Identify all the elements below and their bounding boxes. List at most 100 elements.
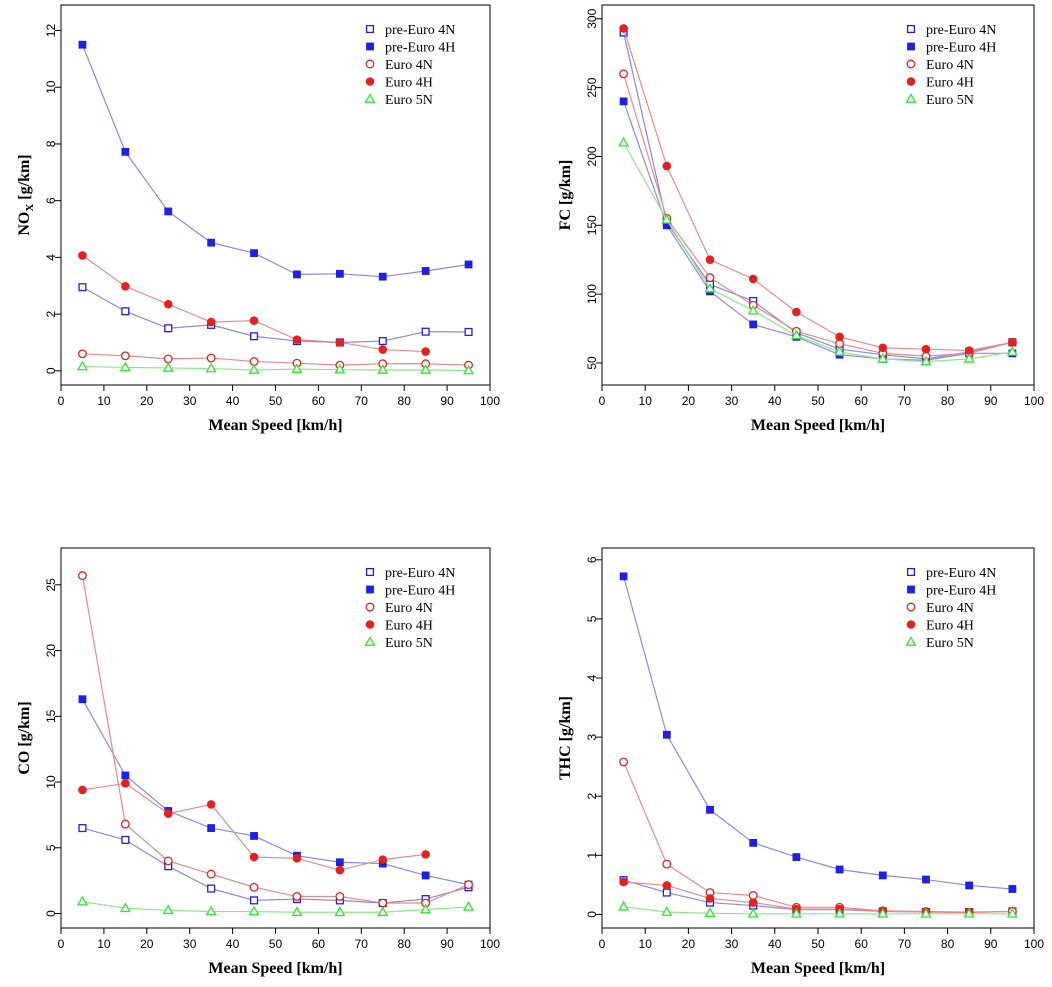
x-tick-label: 70 xyxy=(898,937,912,951)
series-line xyxy=(623,142,1013,363)
y-tick-label: 2 xyxy=(44,310,58,317)
legend-marker xyxy=(365,620,375,629)
data-point xyxy=(463,364,475,375)
data-point xyxy=(463,901,475,911)
data-point xyxy=(378,272,387,281)
data-point xyxy=(291,906,303,917)
legend: pre-Euro 4N pre-Euro 4H Euro 4N Euro 4H Euro… xyxy=(905,23,996,108)
y-tick-label: 150 xyxy=(585,215,599,235)
data-point xyxy=(662,161,672,171)
legend-marker xyxy=(907,585,915,594)
legend-label: pre-Euro 4N xyxy=(385,566,455,581)
x-tick-label: 10 xyxy=(639,937,653,951)
y-tick-label: 12 xyxy=(44,24,58,38)
legend-label: Euro 4H xyxy=(926,76,974,91)
data-point xyxy=(749,838,758,847)
data-point xyxy=(164,207,173,216)
data-point xyxy=(619,24,628,33)
data-point xyxy=(248,364,260,374)
data-point xyxy=(706,805,714,814)
series-line xyxy=(623,28,1013,352)
data-point xyxy=(205,362,217,373)
series-euro-4h xyxy=(78,779,430,875)
series-line xyxy=(81,44,469,278)
data-point xyxy=(206,317,216,327)
legend-label: pre-Euro 4N xyxy=(385,23,455,38)
data-point xyxy=(619,572,628,581)
data-point xyxy=(420,903,432,914)
chart-panel-3: 0 10 20 30 40 50 60 70 80 90 100 0 5 10 15 20 25 Mean Spe… xyxy=(16,547,500,977)
legend-marker xyxy=(365,59,375,69)
x-tick-label: 100 xyxy=(480,394,500,408)
legend-label: Euro 4H xyxy=(385,76,433,91)
data-point xyxy=(662,881,672,890)
x-tick-label: 60 xyxy=(312,394,326,408)
series-pre-euro-4h xyxy=(619,572,1017,893)
y-tick-label: 0 xyxy=(44,367,58,374)
x-tick-label: 80 xyxy=(398,937,412,951)
data-point xyxy=(747,907,759,918)
legend-label: Euro 4H xyxy=(385,619,433,634)
data-point xyxy=(421,850,430,859)
data-point xyxy=(464,260,473,269)
series-line xyxy=(82,827,469,904)
legend-marker xyxy=(365,567,375,577)
legend-label: Euro 5N xyxy=(385,93,433,108)
data-point xyxy=(293,270,301,279)
data-point xyxy=(78,283,87,292)
x-tick-label: 30 xyxy=(183,937,197,951)
data-point xyxy=(790,907,802,918)
y-tick-label: 5 xyxy=(44,844,58,851)
data-point xyxy=(334,363,346,374)
x-tick-label: 50 xyxy=(269,394,283,408)
x-tick-label: 10 xyxy=(97,937,111,951)
data-point xyxy=(162,362,174,372)
data-point xyxy=(119,902,131,913)
x-tick-label: 50 xyxy=(269,937,283,951)
data-point xyxy=(834,346,846,356)
legend-label: Euro 5N xyxy=(926,636,974,651)
x-tick-label: 60 xyxy=(855,394,869,408)
y-tick-label: 25 xyxy=(44,578,58,592)
data-point xyxy=(661,906,673,916)
data-point xyxy=(77,571,87,581)
data-point xyxy=(249,852,259,862)
series-line xyxy=(81,698,469,886)
data-point xyxy=(76,360,88,371)
legend-label: pre-Euro 4H xyxy=(926,584,996,599)
series-line xyxy=(82,365,469,372)
data-point xyxy=(121,147,130,156)
y-axis-label: THC [g/km] xyxy=(557,696,574,780)
x-tick-label: 20 xyxy=(140,394,154,408)
data-point xyxy=(163,809,173,818)
x-tick-label: 0 xyxy=(599,937,606,951)
legend-label: Euro 4H xyxy=(926,619,974,634)
series-line xyxy=(82,286,469,344)
legend-marker xyxy=(364,636,376,646)
x-tick-label: 0 xyxy=(58,394,65,408)
legend-label: Euro 4N xyxy=(385,601,433,616)
x-tick-label: 90 xyxy=(984,394,998,408)
series-euro-4n xyxy=(619,757,1017,918)
data-point xyxy=(121,779,130,788)
data-point xyxy=(250,249,258,258)
x-axis-label: Mean Speed [km/h] xyxy=(751,417,885,434)
x-tick-label: 50 xyxy=(811,394,825,408)
data-point xyxy=(420,364,432,374)
data-point xyxy=(965,881,974,890)
data-point xyxy=(921,344,931,354)
x-tick-label: 70 xyxy=(355,394,369,408)
data-point xyxy=(963,907,975,918)
legend-label: Euro 4N xyxy=(385,58,433,73)
series-pre-euro-4n xyxy=(78,824,473,908)
series-euro-5n xyxy=(618,900,1018,918)
x-tick-label: 0 xyxy=(58,937,65,951)
chart-panel-1: 0 10 20 30 40 50 60 70 80 90 100 0 2 4 6 8 10 12 Mean Spee… xyxy=(16,4,500,434)
legend-marker xyxy=(906,77,916,86)
data-point xyxy=(250,832,258,840)
data-point xyxy=(292,854,302,863)
data-point xyxy=(378,855,388,864)
legend: pre-Euro 4N pre-Euro 4H Euro 4N Euro 4H Euro… xyxy=(905,566,996,651)
legend-marker xyxy=(364,93,376,103)
data-point xyxy=(421,327,430,336)
